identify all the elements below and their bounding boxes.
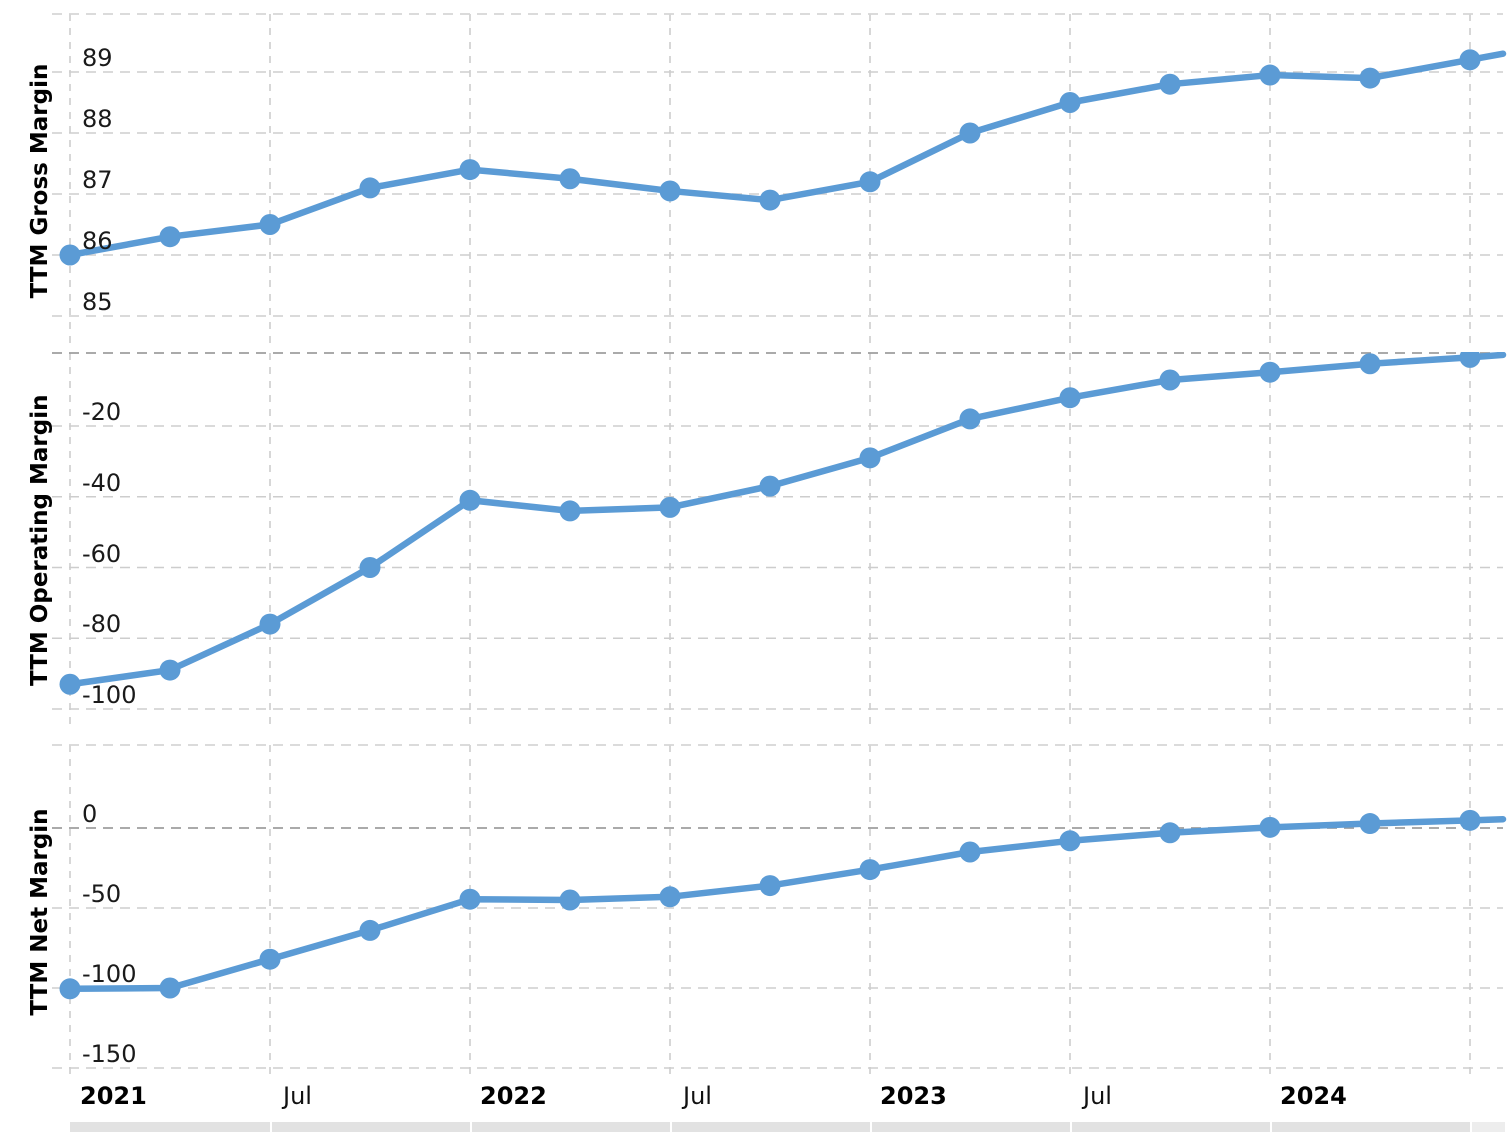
data-point-marker[interactable] [959,122,981,144]
table-edge-end-cell [1472,1122,1505,1132]
series-line [66,815,1507,993]
x-axis-label-2023: 2023 [880,1082,947,1110]
table-column-divider [870,1122,872,1132]
data-point-marker[interactable] [759,875,781,897]
data-point-marker[interactable] [759,475,781,497]
series-line [66,50,1507,259]
data-point-marker[interactable] [259,214,281,235]
table-column-divider [670,1122,672,1132]
y-axis-title-net-margin: TTM Net Margin [27,808,53,1016]
data-point-marker[interactable] [1059,92,1081,113]
data-point-marker[interactable] [959,408,981,430]
chart-panel-1 [52,347,1507,729]
data-point-marker[interactable] [559,168,581,190]
data-point-marker[interactable] [1259,361,1281,383]
table-column-divider [1270,1122,1272,1132]
data-point-marker[interactable] [1159,73,1181,95]
y-tick-label: -60 [82,539,122,568]
x-axis-label-jul-2021: Jul [283,1082,312,1110]
x-axis-label-jul-2023: Jul [1083,1082,1112,1110]
data-point-marker[interactable] [459,489,481,511]
data-point-marker[interactable] [759,189,781,211]
y-tick-label: 87 [82,166,113,194]
y-tick-label: -80 [82,610,122,639]
table-column-divider [270,1122,272,1132]
data-point-marker[interactable] [1059,387,1081,409]
chart-panel-0 [52,13,1507,346]
data-point-marker[interactable] [459,888,481,910]
data-point-marker[interactable] [1359,353,1381,375]
data-point-marker[interactable] [1159,822,1181,844]
table-column-divider [1070,1122,1072,1132]
data-point-marker[interactable] [159,659,181,681]
x-axis-label-2022: 2022 [480,1082,547,1110]
data-point-marker[interactable] [359,919,381,941]
data-point-marker[interactable] [559,500,581,522]
y-axis-title-gross-margin: TTM Gross Margin [27,63,53,299]
y-tick-label: -100 [82,681,137,709]
data-point-marker[interactable] [859,171,881,193]
data-point-marker[interactable] [259,948,281,970]
data-point-marker[interactable] [459,159,481,181]
data-point-marker[interactable] [1359,813,1381,835]
data-point-marker[interactable] [159,977,181,999]
chart-panel-2 [52,744,1507,1078]
y-tick-label: -40 [82,468,122,497]
data-point-marker[interactable] [1159,369,1181,391]
data-point-marker[interactable] [59,978,81,1000]
y-tick-label: 89 [82,44,113,72]
y-tick-label: 0 [82,800,98,828]
data-point-marker[interactable] [659,496,681,518]
data-point-marker[interactable] [1359,67,1381,89]
table-column-divider [1470,1122,1472,1132]
data-point-marker[interactable] [1259,64,1281,86]
data-table-top-edge [70,1122,1505,1132]
data-point-marker[interactable] [959,841,981,863]
data-point-marker[interactable] [359,177,381,199]
y-tick-label: -100 [82,960,137,988]
x-axis-label-2024: 2024 [1280,1082,1347,1110]
data-point-marker[interactable] [559,889,581,911]
data-point-marker[interactable] [859,447,881,469]
data-point-marker[interactable] [59,244,81,266]
data-point-marker[interactable] [1459,809,1481,831]
data-point-marker[interactable] [859,859,881,881]
y-axis-title-operating-margin: TTM Operating Margin [27,394,53,686]
data-point-marker[interactable] [1059,830,1081,852]
series-line [66,352,1507,688]
y-tick-label: -50 [82,880,122,908]
data-point-marker[interactable] [1459,347,1481,368]
data-point-marker[interactable] [1259,816,1281,838]
data-point-marker[interactable] [659,180,681,202]
table-column-divider [470,1122,472,1132]
x-axis-label-jul-2022: Jul [683,1082,712,1110]
y-tick-label: -150 [82,1040,137,1068]
y-tick-label: -20 [82,398,122,426]
y-tick-label: 86 [82,227,113,255]
data-point-marker[interactable] [259,613,281,635]
y-tick-label: 85 [82,288,113,316]
x-axis-label-2021: 2021 [80,1082,147,1110]
data-point-marker[interactable] [1459,49,1481,71]
y-tick-label: 88 [82,105,113,133]
data-point-marker[interactable] [59,673,81,695]
data-point-marker[interactable] [659,886,681,908]
data-point-marker[interactable] [359,557,381,578]
data-point-marker[interactable] [159,226,181,248]
